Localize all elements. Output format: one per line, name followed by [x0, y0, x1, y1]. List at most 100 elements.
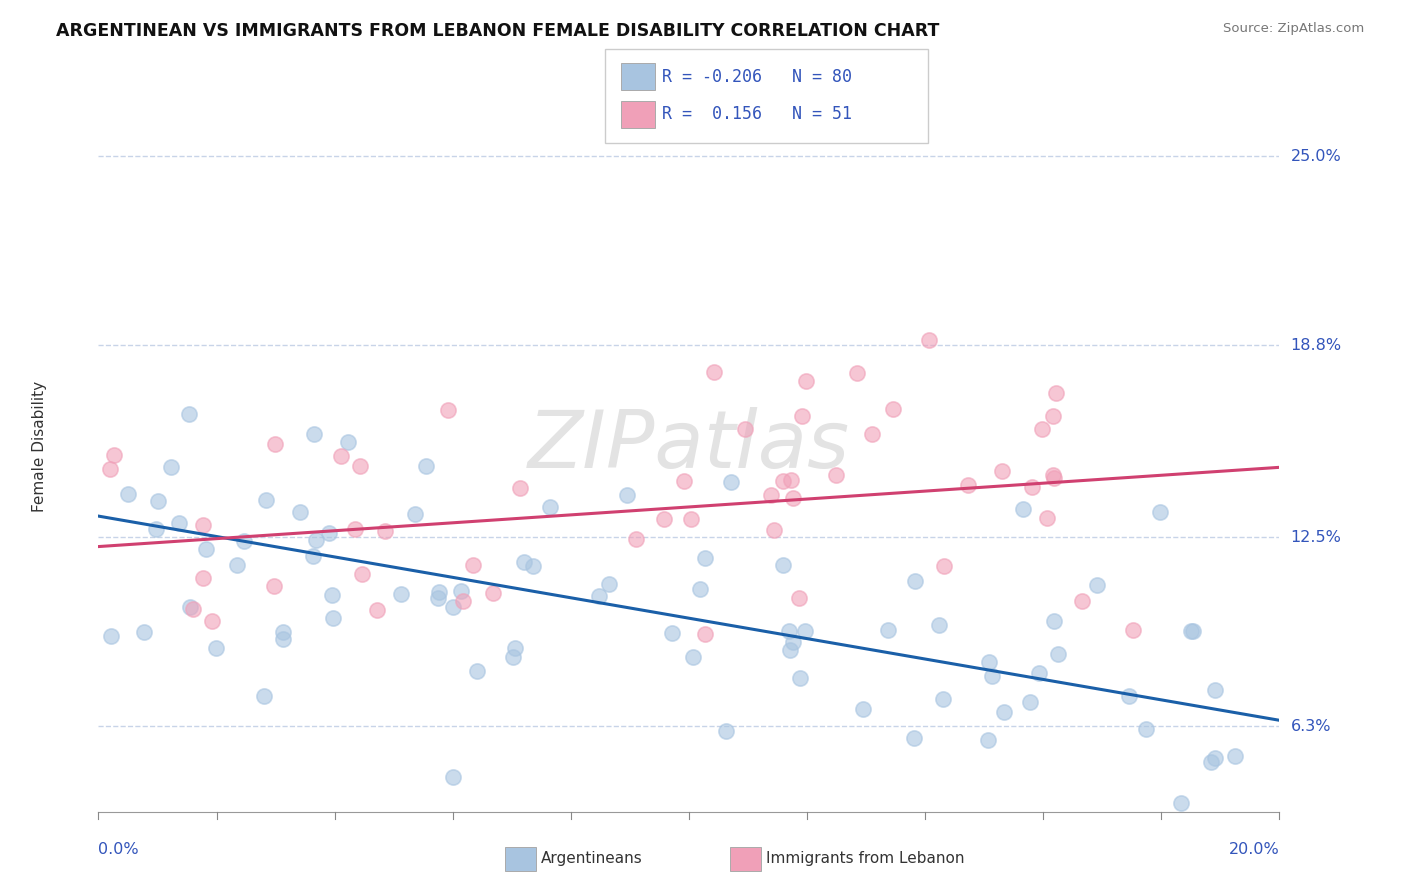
Point	[977, 656, 1000, 670]
Text: R =  0.156   N = 51: R = 0.156 N = 51	[662, 105, 852, 123]
Text: ZIPatlas: ZIPatlas	[527, 407, 851, 485]
Point	[264, 437, 287, 451]
Point	[932, 691, 955, 706]
Point	[957, 477, 980, 491]
Point	[167, 516, 190, 530]
Point	[882, 401, 904, 416]
Point	[509, 481, 531, 495]
Point	[253, 689, 276, 703]
Point	[1042, 409, 1064, 424]
Text: Argentineans: Argentineans	[541, 852, 643, 866]
Point	[794, 374, 817, 388]
Point	[191, 571, 214, 585]
Point	[117, 486, 139, 500]
Point	[194, 542, 217, 557]
Point	[451, 594, 474, 608]
Point	[271, 625, 294, 640]
Point	[344, 522, 367, 536]
Point	[772, 558, 794, 572]
Point	[860, 427, 883, 442]
Text: 25.0%: 25.0%	[1291, 149, 1341, 164]
Point	[852, 702, 875, 716]
Point	[789, 591, 811, 605]
Point	[1170, 796, 1192, 810]
Point	[426, 591, 449, 605]
Point	[482, 586, 505, 600]
Point	[503, 640, 526, 655]
Point	[263, 579, 285, 593]
Point	[693, 627, 716, 641]
Point	[689, 582, 711, 597]
Point	[1019, 695, 1042, 709]
Point	[374, 524, 396, 538]
Point	[349, 458, 371, 473]
Point	[772, 474, 794, 488]
Point	[981, 669, 1004, 683]
Point	[824, 468, 846, 483]
Point	[226, 558, 249, 572]
Point	[1182, 624, 1205, 639]
Point	[305, 533, 328, 548]
Point	[624, 532, 647, 546]
Point	[254, 493, 277, 508]
Text: R = -0.206   N = 80: R = -0.206 N = 80	[662, 68, 852, 86]
Point	[538, 500, 561, 514]
Point	[1021, 480, 1043, 494]
Point	[146, 494, 169, 508]
Point	[450, 584, 472, 599]
Point	[991, 464, 1014, 478]
Point	[441, 600, 464, 615]
Point	[179, 407, 201, 421]
Point	[928, 618, 950, 632]
Point	[1028, 666, 1050, 681]
Point	[790, 409, 813, 423]
Point	[415, 458, 437, 473]
Point	[779, 643, 801, 657]
Point	[673, 475, 696, 489]
Point	[301, 549, 323, 563]
Point	[330, 449, 353, 463]
Point	[977, 733, 1000, 747]
Point	[1223, 748, 1246, 763]
Point	[1204, 682, 1226, 697]
Point	[132, 624, 155, 639]
Point	[304, 427, 326, 442]
Point	[98, 461, 121, 475]
Point	[404, 507, 426, 521]
Text: 20.0%: 20.0%	[1229, 842, 1279, 857]
Point	[846, 366, 869, 380]
Text: ARGENTINEAN VS IMMIGRANTS FROM LEBANON FEMALE DISABILITY CORRELATION CHART: ARGENTINEAN VS IMMIGRANTS FROM LEBANON F…	[56, 22, 939, 40]
Point	[103, 448, 125, 462]
Point	[794, 624, 817, 639]
Point	[681, 511, 703, 525]
Point	[877, 623, 900, 637]
Text: 0.0%: 0.0%	[98, 842, 139, 857]
Point	[993, 705, 1015, 719]
Point	[288, 505, 311, 519]
Text: Immigrants from Lebanon: Immigrants from Lebanon	[766, 852, 965, 866]
Point	[780, 473, 803, 487]
Text: 6.3%: 6.3%	[1291, 719, 1331, 734]
Point	[427, 584, 450, 599]
Point	[1135, 723, 1157, 737]
Point	[1046, 648, 1069, 662]
Point	[714, 724, 737, 739]
Point	[366, 603, 388, 617]
Point	[513, 556, 536, 570]
Point	[1043, 471, 1066, 485]
Point	[789, 671, 811, 685]
Point	[720, 475, 742, 489]
Text: 18.8%: 18.8%	[1291, 338, 1341, 353]
Point	[322, 611, 344, 625]
Point	[352, 567, 374, 582]
Point	[1199, 755, 1222, 769]
Point	[782, 634, 804, 648]
Point	[904, 574, 927, 588]
Point	[100, 629, 122, 643]
Point	[522, 559, 544, 574]
Point	[1036, 511, 1059, 525]
Point	[1070, 593, 1092, 607]
Text: Female Disability: Female Disability	[32, 380, 46, 512]
Point	[179, 600, 201, 615]
Point	[1122, 623, 1144, 637]
